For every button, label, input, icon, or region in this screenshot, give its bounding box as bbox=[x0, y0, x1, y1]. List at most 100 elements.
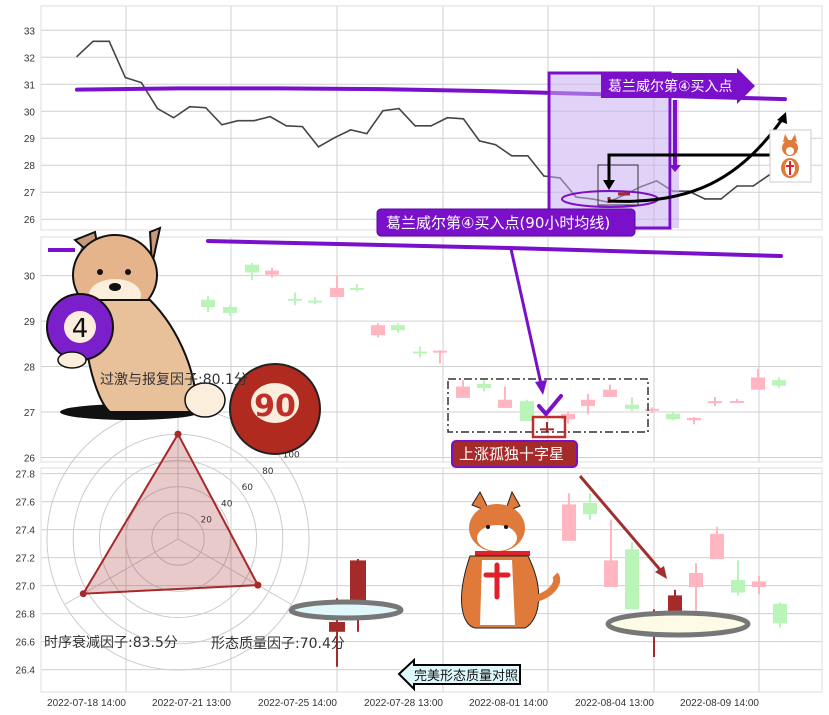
check-icon bbox=[537, 394, 563, 418]
price-point bbox=[462, 118, 465, 120]
pointer-line-brown bbox=[578, 475, 664, 573]
candlestick bbox=[581, 393, 595, 415]
candlestick bbox=[433, 350, 447, 364]
candle-body bbox=[540, 428, 554, 431]
price-point bbox=[430, 125, 433, 127]
y-tick-label: 26.8 bbox=[16, 610, 36, 621]
radar-ring-label: 60 bbox=[242, 483, 254, 493]
ball-90-number: 90 bbox=[254, 389, 296, 424]
pointer-arrowhead-brown bbox=[655, 566, 667, 579]
candle-body bbox=[730, 401, 744, 404]
y-tick-label: 27.8 bbox=[16, 470, 36, 481]
candle-body bbox=[603, 389, 617, 397]
granville-banner-text: 葛兰威尔第④买入点 bbox=[608, 78, 733, 95]
radar-ring-label: 40 bbox=[221, 499, 233, 509]
candle-body bbox=[689, 573, 703, 587]
y-tick-label: 28 bbox=[24, 363, 36, 374]
x-tick-label: 2022-08-01 14:00 bbox=[469, 698, 548, 709]
candlestick bbox=[265, 267, 279, 278]
candlestick bbox=[583, 493, 597, 520]
candle-body bbox=[581, 399, 595, 407]
candle-body bbox=[561, 413, 575, 420]
candlestick bbox=[350, 283, 364, 292]
radar-point bbox=[79, 590, 87, 598]
candle-body bbox=[477, 383, 491, 388]
candle-body bbox=[668, 595, 682, 615]
price-point bbox=[349, 129, 352, 131]
price-point bbox=[382, 109, 384, 112]
candlestick bbox=[708, 397, 722, 407]
candle-body bbox=[710, 533, 724, 559]
radar-label-top: 过激与报复因子:80.1分 bbox=[100, 371, 248, 388]
candlestick bbox=[288, 292, 302, 306]
candle-body bbox=[520, 401, 534, 422]
candle-body bbox=[456, 386, 470, 398]
granville-label: 葛兰威尔第④买入点(90小时均线) bbox=[376, 208, 636, 237]
y-tick-label: 27.2 bbox=[16, 554, 36, 565]
candlestick bbox=[731, 560, 745, 596]
candle-body bbox=[752, 581, 766, 587]
candlestick bbox=[751, 368, 765, 390]
y-tick-label: 26.4 bbox=[16, 666, 36, 677]
candlestick bbox=[710, 526, 724, 559]
price-point bbox=[76, 55, 78, 58]
price-point bbox=[269, 115, 272, 118]
y-tick-label: 26.6 bbox=[16, 638, 36, 649]
candlestick bbox=[330, 275, 344, 297]
match-ellipse bbox=[605, 610, 751, 638]
candlestick bbox=[498, 386, 512, 408]
x-tick-label: 2022-07-21 13:00 bbox=[152, 698, 231, 709]
candle-body bbox=[391, 325, 405, 331]
candlestick bbox=[730, 398, 744, 404]
price-point bbox=[736, 185, 738, 187]
candle-body bbox=[350, 287, 364, 290]
radar-area bbox=[81, 432, 260, 595]
candle-body bbox=[329, 622, 345, 632]
x-tick-label: 2022-07-28 13:00 bbox=[364, 698, 443, 709]
shiba-with-ball-4-image: 4 bbox=[46, 226, 226, 420]
price-point bbox=[478, 140, 481, 142]
granville-label-text: 葛兰威尔第④买入点(90小时均线) bbox=[386, 214, 610, 232]
pointer-arrowhead bbox=[603, 180, 615, 190]
candle-body bbox=[413, 351, 427, 354]
y-tick-label: 29 bbox=[24, 317, 36, 328]
candlestick bbox=[456, 380, 470, 398]
candle-body bbox=[330, 287, 344, 297]
candlestick bbox=[520, 399, 534, 422]
price-point bbox=[752, 185, 754, 187]
candle-body bbox=[773, 603, 787, 624]
y-tick-label: 26 bbox=[24, 453, 36, 464]
curve-arrow bbox=[607, 117, 785, 203]
candlestick bbox=[562, 493, 576, 541]
candle-body bbox=[772, 380, 786, 386]
candlestick bbox=[687, 417, 701, 425]
curve-arrowhead bbox=[777, 112, 787, 124]
pointer-arrow bbox=[607, 153, 772, 182]
panel-frame bbox=[40, 467, 823, 693]
cross-star-box bbox=[531, 415, 567, 439]
radar-ring-label: 20 bbox=[201, 516, 213, 526]
y-tick-label: 27.4 bbox=[16, 526, 36, 537]
pattern-zone-box bbox=[447, 378, 649, 433]
candle-body bbox=[731, 580, 745, 593]
x-tick-label: 2022-08-04 13:00 bbox=[575, 698, 654, 709]
price-point bbox=[366, 132, 368, 135]
candlestick bbox=[625, 397, 639, 412]
price-point bbox=[205, 106, 207, 109]
y-tick-label: 28 bbox=[24, 161, 36, 172]
price-point bbox=[446, 116, 449, 119]
price-point bbox=[221, 123, 223, 126]
y-tick-label: 27.0 bbox=[16, 582, 36, 593]
candlestick bbox=[223, 305, 237, 316]
pointer-arrowhead-purple bbox=[535, 380, 547, 395]
candlestick bbox=[603, 384, 617, 397]
price-point bbox=[92, 40, 94, 43]
candlestick bbox=[245, 262, 259, 281]
candle-body bbox=[583, 503, 597, 515]
small-shiba-image bbox=[769, 129, 812, 183]
y-tick-label: 30 bbox=[24, 272, 36, 283]
candlestick bbox=[540, 422, 554, 433]
candlestick bbox=[666, 412, 680, 421]
buy-zone-down-arrow bbox=[669, 100, 681, 172]
y-tick-label: 33 bbox=[24, 26, 36, 37]
